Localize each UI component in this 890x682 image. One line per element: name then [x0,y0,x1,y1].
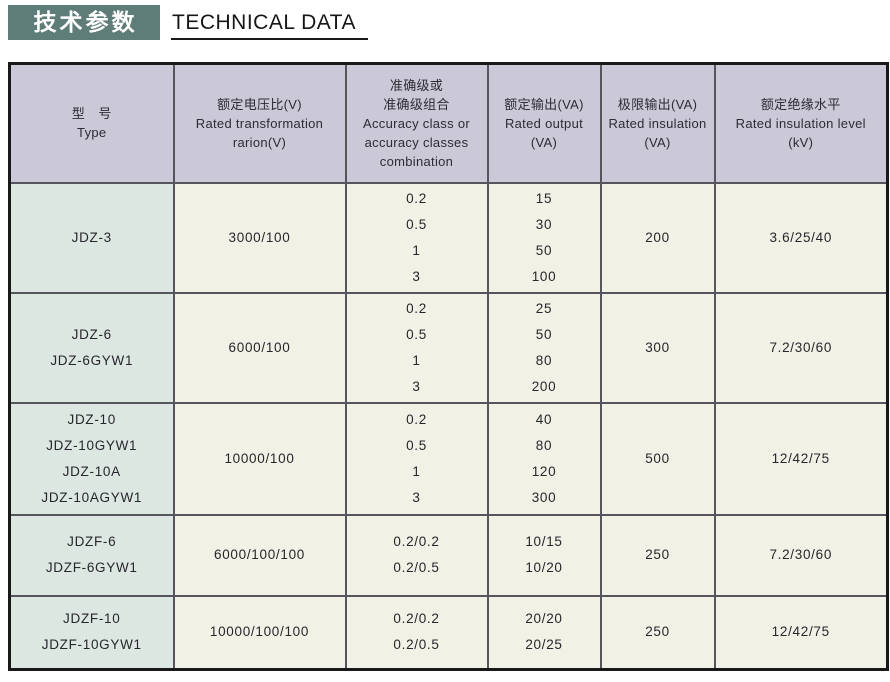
cell-limit-output: 200 [599,181,716,294]
cell-insulation-level: 7.2/30/60 [713,513,889,597]
cell-limit-output: 250 [599,513,716,597]
table-row: JDZF-10 JDZF-10GYW1 10000/100/100 0.2/0.… [8,594,889,671]
table-header-row: 型 号 Type 额定电压比(V) Rated transformation r… [8,62,889,184]
table-row: JDZ-6 JDZ-6GYW1 6000/100 0.2 0.5 1 3 25 … [8,291,889,404]
col-header-limit-output: 极限输出(VA) Rated insulation (VA) [599,62,716,184]
cell-voltage-ratio: 6000/100/100 [172,513,347,597]
cell-accuracy-class: 0.2/0.2 0.2/0.5 [344,594,489,671]
cell-limit-output: 250 [599,594,716,671]
cell-type: JDZF-6 JDZF-6GYW1 [8,513,175,597]
cell-rated-output: 25 50 80 200 [486,291,602,404]
section-title-banner: 技术参数 [8,5,160,40]
cell-type: JDZF-10 JDZF-10GYW1 [8,594,175,671]
cell-type: JDZ-3 [8,181,175,294]
cell-insulation-level: 12/42/75 [713,594,889,671]
cell-rated-output: 15 30 50 100 [486,181,602,294]
section-header: 技术参数 TECHNICAL DATA [8,5,368,40]
cell-rated-output: 20/20 20/25 [486,594,602,671]
col-header-insulation-level: 额定绝缘水平 Rated insulation level (kV) [713,62,889,184]
col-header-accuracy-class: 准确级或 准确级组合 Accuracy class or accuracy cl… [344,62,489,184]
col-header-voltage-ratio: 额定电压比(V) Rated transformation rarion(V) [172,62,347,184]
cell-voltage-ratio: 3000/100 [172,181,347,294]
cell-type: JDZ-6 JDZ-6GYW1 [8,291,175,404]
cell-insulation-level: 3.6/25/40 [713,181,889,294]
cell-type: JDZ-10 JDZ-10GYW1 JDZ-10A JDZ-10AGYW1 [8,401,175,516]
cell-rated-output: 40 80 120 300 [486,401,602,516]
cell-accuracy-class: 0.2 0.5 1 3 [344,291,489,404]
cell-accuracy-class: 0.2 0.5 1 3 [344,181,489,294]
cell-voltage-ratio: 6000/100 [172,291,347,404]
cell-rated-output: 10/15 10/20 [486,513,602,597]
col-header-type: 型 号 Type [8,62,175,184]
table-row: JDZ-3 3000/100 0.2 0.5 1 3 15 30 50 100 … [8,181,889,294]
table-row: JDZ-10 JDZ-10GYW1 JDZ-10A JDZ-10AGYW1 10… [8,401,889,516]
section-title-en: TECHNICAL DATA [171,11,368,40]
table-row: JDZF-6 JDZF-6GYW1 6000/100/100 0.2/0.2 0… [8,513,889,597]
cell-limit-output: 500 [599,401,716,516]
col-header-rated-output: 额定输出(VA) Rated output (VA) [486,62,602,184]
cell-voltage-ratio: 10000/100/100 [172,594,347,671]
technical-data-table: 型 号 Type 额定电压比(V) Rated transformation r… [8,62,889,671]
cell-voltage-ratio: 10000/100 [172,401,347,516]
cell-limit-output: 300 [599,291,716,404]
section-title-cn: 技术参数 [33,9,138,35]
cell-insulation-level: 12/42/75 [713,401,889,516]
cell-insulation-level: 7.2/30/60 [713,291,889,404]
cell-accuracy-class: 0.2/0.2 0.2/0.5 [344,513,489,597]
cell-accuracy-class: 0.2 0.5 1 3 [344,401,489,516]
